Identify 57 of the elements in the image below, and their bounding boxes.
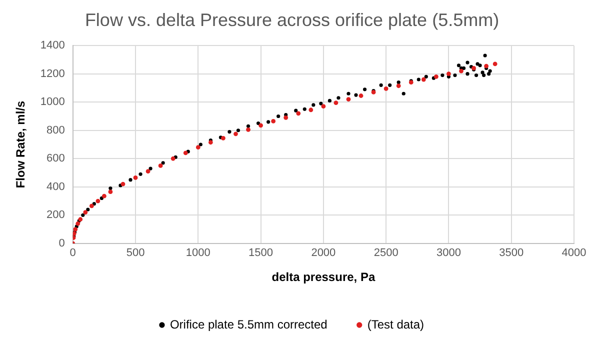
y-tick-label: 1400 <box>40 40 65 52</box>
x-tick-label: 2500 <box>374 247 398 260</box>
x-tick-label: 1500 <box>248 247 274 260</box>
x-axis-title: delta pressure, Pa <box>272 270 376 284</box>
x-tick-label: 0 <box>70 247 76 260</box>
point <box>221 136 226 140</box>
point <box>296 111 301 116</box>
point <box>108 190 113 194</box>
point <box>170 156 176 161</box>
point <box>96 198 100 204</box>
point <box>73 227 78 232</box>
point <box>358 94 364 98</box>
point <box>492 62 498 66</box>
point <box>158 163 163 168</box>
point <box>234 132 238 136</box>
x-tick-label: 3500 <box>499 247 524 260</box>
point <box>421 77 426 82</box>
point <box>446 72 451 76</box>
y-tick-label: 1000 <box>40 96 65 108</box>
point <box>334 100 338 106</box>
point <box>146 169 150 174</box>
x-tick-label: 2000 <box>311 247 336 260</box>
point <box>258 123 263 128</box>
point <box>484 64 489 68</box>
y-tick-label: 800 <box>46 124 65 136</box>
point <box>83 210 88 215</box>
point <box>196 145 200 150</box>
x-tick-label: 1000 <box>186 247 210 260</box>
point <box>246 127 250 132</box>
point <box>459 68 464 74</box>
x-tick-label: 4000 <box>562 247 586 260</box>
point <box>183 150 188 156</box>
point <box>89 204 94 208</box>
legend-label: Orifice plate 5.5mm corrected <box>170 317 328 332</box>
x-tick-label: 3000 <box>436 247 461 260</box>
point <box>384 86 388 91</box>
point <box>346 97 351 102</box>
point <box>284 115 288 120</box>
point <box>321 104 326 109</box>
chart-title: Flow vs. delta Pressure across orifice plate (5.5mm) <box>84 10 500 30</box>
point <box>434 74 438 79</box>
y-tick-label: 200 <box>46 209 65 222</box>
point <box>396 84 401 88</box>
point <box>308 108 314 112</box>
point <box>102 194 106 198</box>
point <box>271 118 276 124</box>
point <box>133 176 138 180</box>
y-tick-label: 400 <box>46 180 65 193</box>
y-tick-label: 1200 <box>40 68 65 80</box>
point <box>208 140 213 145</box>
y-tick-label: 0 <box>58 237 65 250</box>
y-tick-label: 600 <box>46 152 65 165</box>
x-tick-label: 500 <box>126 247 145 260</box>
point <box>76 221 80 226</box>
y-axis-title: Flow Rate, ml/s <box>14 100 28 188</box>
point <box>120 182 126 186</box>
legend-label: (Test data) <box>367 317 424 332</box>
